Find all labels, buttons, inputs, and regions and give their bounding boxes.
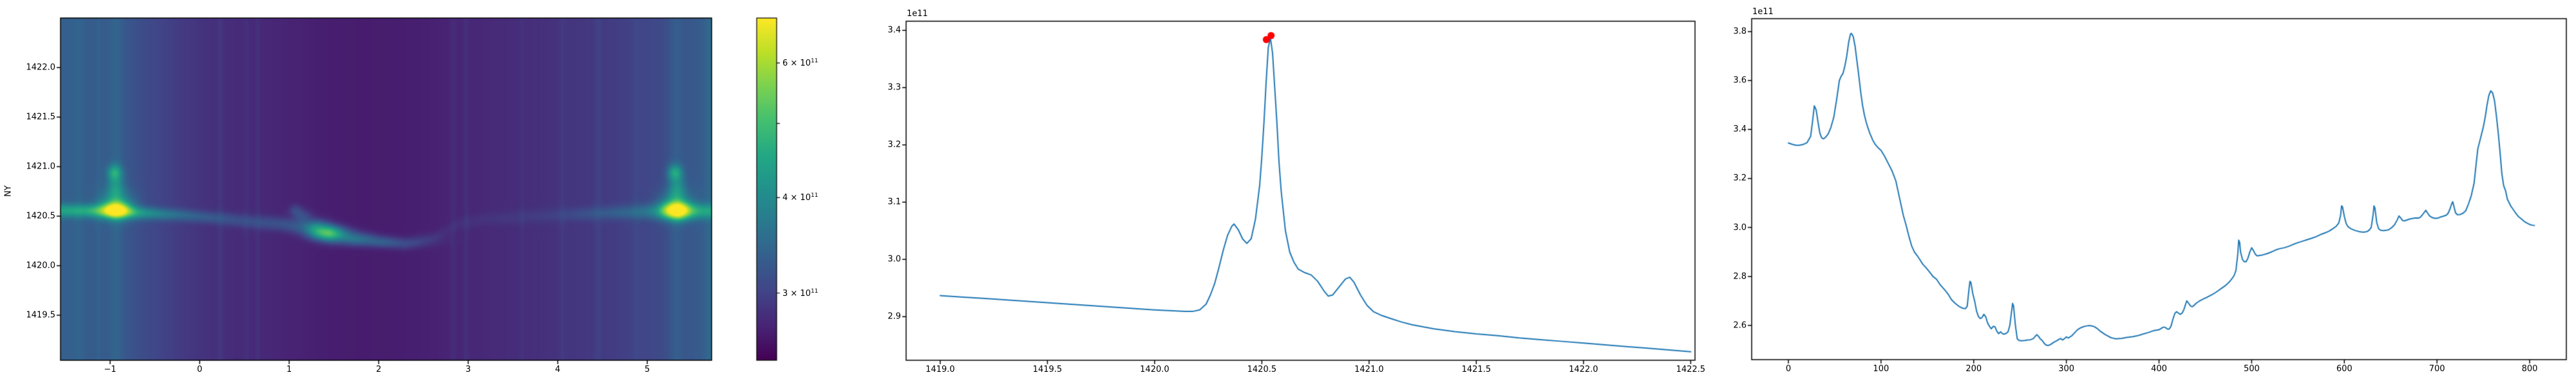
colorbar-tick-exponent: 11 bbox=[810, 192, 819, 199]
series-offset-text: 1e11 bbox=[1752, 7, 1774, 17]
spectrum-x-tick-label: 1420.5 bbox=[1247, 365, 1277, 374]
spectrum-y-tick-label: 3.4 bbox=[887, 25, 901, 35]
heatmap-y-axis-label: NY bbox=[3, 185, 14, 197]
spectrum-x-tick-label: 1421.0 bbox=[1354, 365, 1384, 374]
series-x-tick-label: 400 bbox=[2151, 364, 2167, 374]
series-y-tick-label: 2.6 bbox=[1733, 320, 1747, 331]
series-y-tick-label: 3.6 bbox=[1733, 75, 1747, 86]
series-y-tick-label: 3.8 bbox=[1733, 26, 1747, 37]
heatmap-x-tick-label: 3 bbox=[465, 365, 471, 374]
series-x-tick-label: 200 bbox=[1965, 364, 1982, 374]
spectrum-y-tick-label: 3.1 bbox=[887, 197, 901, 207]
series-x-tick-label: 800 bbox=[2521, 364, 2538, 374]
series-y-tick-label: 2.8 bbox=[1733, 271, 1747, 282]
spectrum-x-tick-label: 1419.5 bbox=[1032, 365, 1063, 374]
spectrum-offset-text: 1e11 bbox=[907, 9, 928, 19]
series-y-tick-label: 3.0 bbox=[1733, 223, 1747, 233]
series-x-tick-label: 700 bbox=[2429, 364, 2445, 374]
series-x-tick-label: 300 bbox=[2058, 364, 2075, 374]
spectrum-x-tick-label: 1419.0 bbox=[925, 365, 955, 374]
spectrum-x-tick-label: 1422.5 bbox=[1676, 365, 1706, 374]
heatmap-y-tick-label: 1420.0 bbox=[26, 261, 56, 271]
colorbar-tick-label: 4 × 1011 bbox=[782, 192, 819, 203]
colorbar-tick-label: 6 × 1011 bbox=[782, 57, 819, 69]
heatmap-y-tick-label: 1422.0 bbox=[26, 62, 56, 73]
spectrum-x-tick-label: 1420.0 bbox=[1140, 365, 1170, 374]
series-x-tick-label: 600 bbox=[2336, 364, 2353, 374]
heatmap-y-tick-label: 1421.5 bbox=[26, 112, 56, 122]
series-x-tick-label: 0 bbox=[1785, 364, 1792, 374]
heatmap-y-tick-label: 1421.0 bbox=[26, 161, 56, 172]
spectrum-y-tick-label: 3.2 bbox=[887, 140, 901, 150]
heatmap-x-tick-label: 4 bbox=[554, 365, 561, 374]
series-x-tick-label: 500 bbox=[2243, 364, 2260, 374]
heatmap-x-tick-label: 0 bbox=[196, 365, 203, 374]
series-x-tick-label: 100 bbox=[1873, 364, 1889, 374]
colorbar-tick-label: 3 × 1011 bbox=[782, 288, 819, 299]
heatmap-x-tick-label: 5 bbox=[644, 365, 650, 374]
series-y-tick-label: 3.4 bbox=[1733, 124, 1747, 134]
spectrum-x-tick-label: 1422.0 bbox=[1569, 365, 1598, 374]
heatmap-x-tick-label: 2 bbox=[375, 365, 382, 374]
spectrum-y-tick-label: 2.9 bbox=[887, 311, 901, 322]
heatmap-x-tick-label: 1 bbox=[286, 365, 292, 374]
spectrum-y-tick-label: 3.0 bbox=[887, 254, 901, 264]
series-y-tick-label: 3.2 bbox=[1733, 173, 1747, 183]
spectrum-x-tick-label: 1421.5 bbox=[1461, 365, 1492, 374]
heatmap-x-tick-label: −1 bbox=[104, 365, 117, 374]
heatmap-y-tick-label: 1419.5 bbox=[26, 310, 56, 320]
colorbar-tick-exponent: 11 bbox=[810, 57, 819, 64]
colorbar-tick-exponent: 11 bbox=[810, 288, 819, 295]
heatmap-y-tick-label: 1420.5 bbox=[26, 211, 56, 221]
spectrum-y-tick-label: 3.3 bbox=[887, 82, 901, 93]
